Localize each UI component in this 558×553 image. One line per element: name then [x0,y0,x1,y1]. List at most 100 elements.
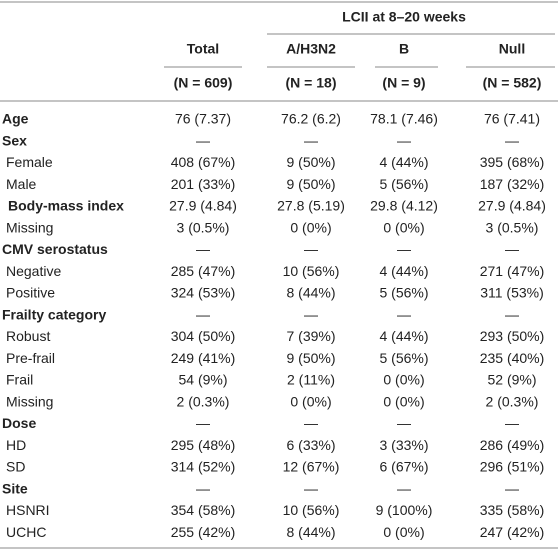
cell: — [304,132,318,148]
row-label: Dose [2,415,36,431]
cell: 0 (0%) [383,372,424,388]
cell: 0 (0%) [290,393,331,409]
row-label: Frail [6,372,33,388]
row-label: Age [2,111,29,127]
row-label: Pre-frail [6,350,55,366]
cell: 27.8 (5.19) [277,198,345,214]
cell: — [397,132,411,148]
cell: — [505,132,519,148]
cell: 249 (41%) [171,350,236,366]
cell: 4 (44%) [379,328,428,344]
cell: — [196,241,210,257]
cell: — [304,415,318,431]
cell: — [505,241,519,257]
row-label: Body-mass index [8,198,124,214]
cell: 2 (0.3%) [177,393,230,409]
column-count: (N = 9) [382,75,425,91]
cell: 7 (39%) [286,328,335,344]
cell: 335 (58%) [480,502,545,518]
cell: 12 (67%) [283,459,340,475]
cell: — [196,132,210,148]
cell: 10 (56%) [283,263,340,279]
cell: 0 (0%) [290,219,331,235]
cell: 0 (0%) [383,393,424,409]
cell: 295 (48%) [171,437,236,453]
cell: 0 (0%) [383,219,424,235]
cell: 324 (53%) [171,285,236,301]
cell: 9 (50%) [286,154,335,170]
cell: — [304,241,318,257]
cell: 285 (47%) [171,263,236,279]
cell: 8 (44%) [286,524,335,540]
cell: 0 (0%) [383,524,424,540]
cell: 5 (56%) [379,350,428,366]
cell: 187 (32%) [480,176,545,192]
cell: 304 (50%) [171,328,236,344]
cell: 4 (44%) [379,154,428,170]
cell: 4 (44%) [379,263,428,279]
cell: 3 (0.5%) [486,219,539,235]
row-label: Frailty category [2,306,106,322]
cell: 6 (33%) [286,437,335,453]
cell: 76.2 (6.2) [281,111,341,127]
cell: — [397,306,411,322]
cell: 201 (33%) [171,176,236,192]
column-count: (N = 18) [286,75,337,91]
row-label: Positive [6,285,55,301]
cell: 27.9 (4.84) [169,198,237,214]
cell: 293 (50%) [480,328,545,344]
cell: — [304,480,318,496]
cell: 9 (50%) [286,350,335,366]
cell: 29.8 (4.12) [370,198,438,214]
row-label: SD [6,459,25,475]
row-label: Robust [6,328,50,344]
cell: — [505,306,519,322]
row-label: HD [6,437,26,453]
cell: 52 (9%) [487,372,536,388]
row-label: Site [2,480,28,496]
cell: 5 (56%) [379,176,428,192]
cell: 408 (67%) [171,154,236,170]
cell: 76 (7.41) [484,111,540,127]
column-count: (N = 582) [483,75,542,91]
row-label: HSNRI [6,502,50,518]
cell: 296 (51%) [480,459,545,475]
cell: 8 (44%) [286,285,335,301]
cell: 76 (7.37) [175,111,231,127]
cell: — [505,480,519,496]
cell: 27.9 (4.84) [478,198,546,214]
cell: — [196,415,210,431]
cell: 3 (33%) [379,437,428,453]
column-header: Total [187,41,219,57]
row-label: Female [6,154,53,170]
cell: 235 (40%) [480,350,545,366]
cell: 311 (53%) [480,285,544,301]
cell: 9 (100%) [376,502,433,518]
cell: 6 (67%) [379,459,428,475]
cell: 5 (56%) [379,285,428,301]
row-label: UCHC [6,524,46,540]
cell: 395 (68%) [480,154,545,170]
cell: — [196,480,210,496]
cell: 10 (56%) [283,502,340,518]
cell: — [397,415,411,431]
cell: — [505,415,519,431]
column-header: Null [499,41,525,57]
column-header: B [399,41,409,57]
cell: 255 (42%) [171,524,236,540]
cell: — [397,241,411,257]
cell: — [304,306,318,322]
cell: 271 (47%) [480,263,545,279]
cell: — [397,480,411,496]
cell: 247 (42%) [480,524,545,540]
cell: 354 (58%) [171,502,236,518]
cell: 286 (49%) [480,437,545,453]
row-label: Male [6,176,37,192]
row-label: Missing [6,219,53,235]
cell: 3 (0.5%) [177,219,230,235]
column-count: (N = 609) [174,75,233,91]
cell: 314 (52%) [171,459,236,475]
row-label: Missing [6,393,53,409]
column-header: A/H3N2 [286,41,336,57]
cell: 78.1 (7.46) [370,111,438,127]
